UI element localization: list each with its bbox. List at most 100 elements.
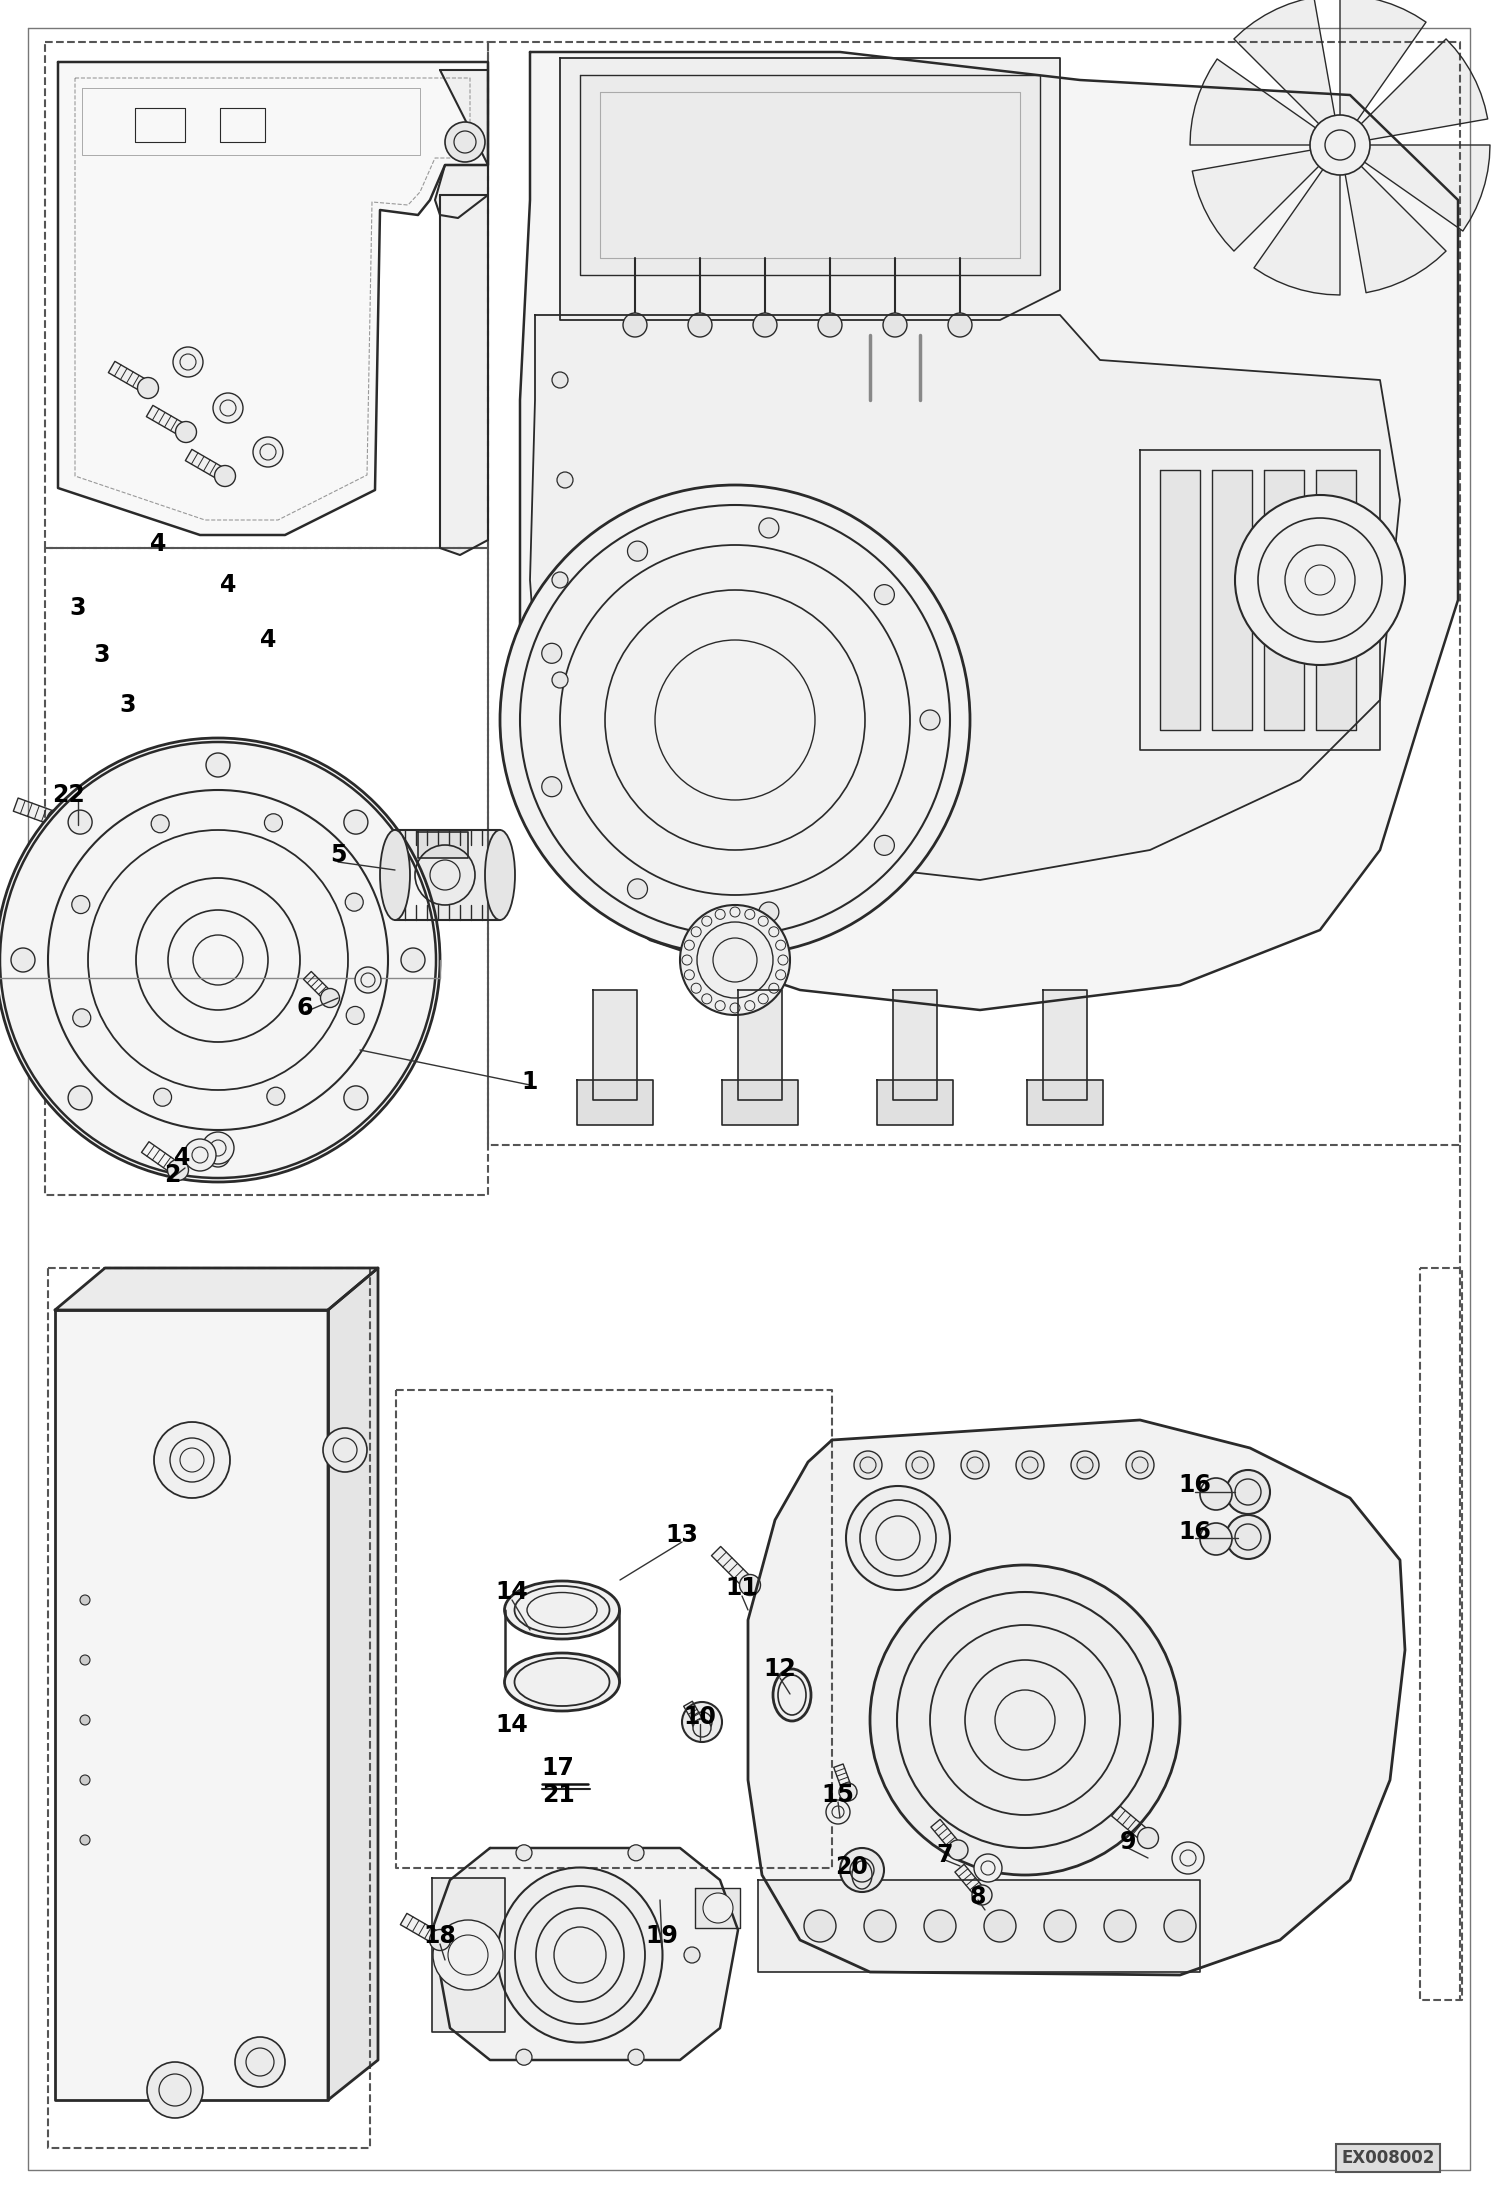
Polygon shape [593, 989, 637, 1099]
Circle shape [628, 1845, 644, 1861]
Polygon shape [1140, 450, 1380, 750]
Text: 4: 4 [150, 531, 166, 555]
Polygon shape [739, 989, 782, 1099]
Circle shape [870, 1564, 1180, 1876]
Circle shape [67, 1086, 91, 1110]
Ellipse shape [773, 1670, 810, 1720]
Text: 4: 4 [259, 627, 276, 652]
Circle shape [628, 542, 647, 562]
Circle shape [1016, 1450, 1044, 1479]
Circle shape [1309, 114, 1371, 176]
Circle shape [839, 1784, 857, 1801]
Polygon shape [834, 1764, 852, 1795]
Circle shape [172, 347, 204, 377]
Circle shape [345, 893, 363, 911]
Text: 3: 3 [94, 643, 111, 667]
Circle shape [920, 711, 941, 731]
Text: 9: 9 [1119, 1830, 1137, 1854]
Circle shape [46, 810, 69, 832]
Polygon shape [722, 1079, 798, 1126]
Polygon shape [395, 829, 500, 919]
Circle shape [962, 1450, 989, 1479]
Circle shape [267, 1088, 285, 1106]
Circle shape [1164, 1911, 1195, 1942]
Circle shape [825, 1799, 849, 1823]
Circle shape [515, 2049, 532, 2065]
Circle shape [623, 314, 647, 338]
Circle shape [430, 1929, 451, 1950]
Text: 14: 14 [496, 1714, 529, 1738]
Text: 4: 4 [174, 1145, 190, 1169]
Circle shape [72, 895, 90, 913]
Circle shape [207, 1143, 231, 1167]
Circle shape [882, 314, 906, 338]
Circle shape [1137, 1828, 1158, 1850]
Circle shape [551, 373, 568, 388]
Circle shape [154, 1422, 231, 1499]
Polygon shape [1112, 1806, 1152, 1843]
Text: 4: 4 [220, 573, 237, 597]
Ellipse shape [485, 829, 515, 919]
Circle shape [175, 421, 196, 443]
Circle shape [235, 2036, 285, 2086]
Circle shape [1044, 1911, 1076, 1942]
Text: 13: 13 [665, 1523, 698, 1547]
Polygon shape [431, 1847, 739, 2060]
Polygon shape [560, 57, 1061, 320]
Circle shape [346, 1007, 364, 1025]
Polygon shape [695, 1889, 740, 1929]
Circle shape [214, 465, 235, 487]
Text: 14: 14 [496, 1580, 529, 1604]
Polygon shape [1159, 470, 1200, 731]
Polygon shape [304, 972, 334, 1003]
Text: 3: 3 [120, 693, 136, 717]
Polygon shape [418, 832, 467, 858]
Circle shape [1126, 1450, 1153, 1479]
Circle shape [147, 2062, 204, 2117]
Circle shape [1171, 1843, 1204, 1874]
Polygon shape [876, 1079, 953, 1126]
Text: 2: 2 [163, 1163, 180, 1187]
Circle shape [542, 643, 562, 663]
Polygon shape [577, 1079, 653, 1126]
Circle shape [628, 880, 647, 900]
Circle shape [804, 1911, 836, 1942]
Circle shape [79, 1834, 90, 1845]
Text: 16: 16 [1179, 1472, 1212, 1496]
Polygon shape [141, 1141, 181, 1176]
Polygon shape [186, 450, 228, 483]
Polygon shape [58, 61, 488, 535]
Circle shape [401, 948, 425, 972]
Circle shape [840, 1847, 884, 1891]
Polygon shape [440, 195, 488, 555]
Ellipse shape [380, 829, 410, 919]
Circle shape [818, 314, 842, 338]
Text: 6: 6 [297, 996, 313, 1020]
Circle shape [500, 485, 971, 954]
Text: 18: 18 [424, 1924, 457, 1948]
Circle shape [1200, 1523, 1231, 1556]
Circle shape [73, 1009, 91, 1027]
Circle shape [875, 584, 894, 606]
Circle shape [433, 1920, 503, 1990]
Circle shape [628, 2049, 644, 2065]
Polygon shape [1341, 0, 1426, 123]
Circle shape [551, 573, 568, 588]
Circle shape [207, 753, 231, 777]
Circle shape [324, 1428, 367, 1472]
Polygon shape [400, 1913, 443, 1946]
Circle shape [184, 1139, 216, 1172]
Circle shape [79, 1716, 90, 1724]
Text: 5: 5 [330, 842, 346, 867]
Polygon shape [1254, 169, 1341, 294]
Circle shape [445, 123, 485, 162]
Circle shape [682, 1703, 722, 1742]
Text: 16: 16 [1179, 1520, 1212, 1545]
Text: 10: 10 [683, 1705, 716, 1729]
Text: 20: 20 [836, 1854, 869, 1878]
Circle shape [213, 393, 243, 423]
Circle shape [948, 314, 972, 338]
Circle shape [759, 902, 779, 921]
Circle shape [355, 968, 380, 994]
Circle shape [557, 472, 574, 487]
